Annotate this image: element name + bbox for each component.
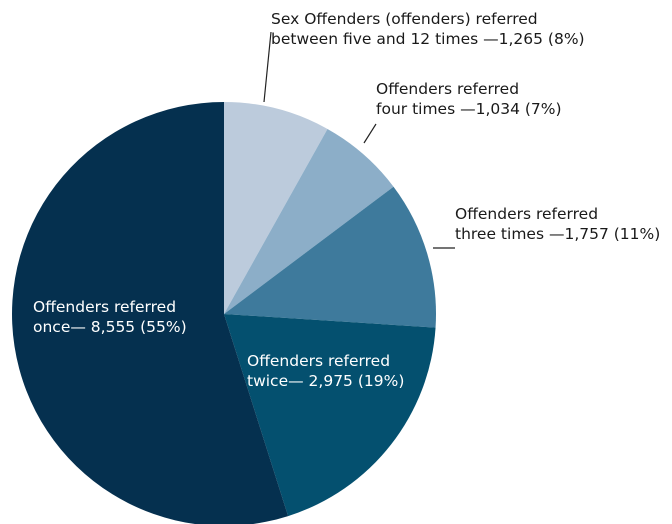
slice-label-line: once— 8,555 (55%) <box>33 318 187 336</box>
slice-label: Offenders referred three times —1,757 (11… <box>455 205 660 243</box>
leader-line <box>363 123 377 144</box>
slice-label-line: Offenders referred <box>376 80 519 98</box>
slice-label: Offenders referred twice— 2,975 (19%) <box>247 352 404 390</box>
slice-label-line: Offenders referred <box>455 205 598 223</box>
slice-label-line: Offenders referred <box>33 298 176 316</box>
pie-slice <box>224 314 436 517</box>
slice-labels: Sex Offenders (offenders) referred betwee… <box>33 10 660 390</box>
pie-slices <box>12 102 436 524</box>
leader-lines <box>263 31 455 249</box>
pie-slice <box>224 128 394 314</box>
slice-label-line: three times —1,757 (11%) <box>455 225 660 243</box>
pie-slice <box>224 102 328 314</box>
pie-slice <box>12 102 289 524</box>
slice-label: Offenders referred four times —1,034 (7%) <box>376 80 562 118</box>
slice-label-line: Offenders referred <box>247 352 390 370</box>
slice-label: Offenders referred once— 8,555 (55%) <box>33 298 187 336</box>
slice-label-line: between five and 12 times —1,265 (8%) <box>271 30 585 48</box>
leader-line <box>263 31 272 103</box>
pie-slice <box>224 186 436 328</box>
slice-label: Sex Offenders (offenders) referred betwee… <box>271 10 585 48</box>
slice-label-line: four times —1,034 (7%) <box>376 100 562 118</box>
slice-label-line: Sex Offenders (offenders) referred <box>271 10 538 28</box>
slice-label-line: twice— 2,975 (19%) <box>247 372 404 390</box>
